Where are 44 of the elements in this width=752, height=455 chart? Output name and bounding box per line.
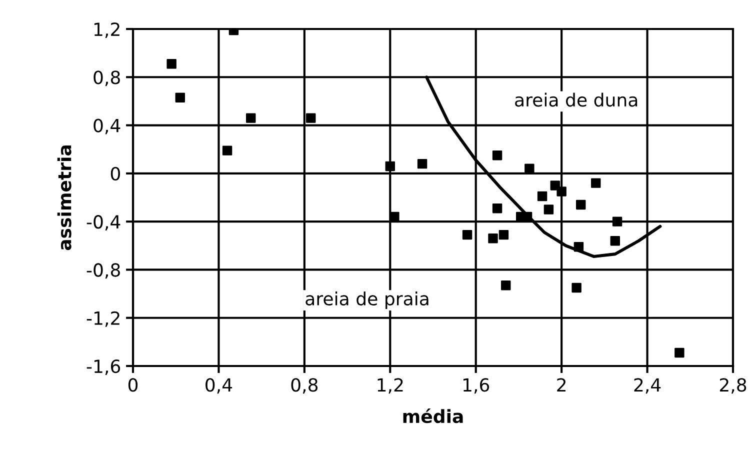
x-tick-label: 2,4 — [634, 378, 661, 394]
point — [385, 161, 396, 172]
point — [492, 150, 502, 160]
x-axis-title: média — [403, 408, 463, 424]
point — [590, 178, 601, 188]
point — [175, 92, 186, 102]
y-tick-label: -1,2 — [86, 311, 120, 327]
point — [576, 200, 586, 210]
x-tick-label: 1,6 — [463, 378, 490, 394]
point — [674, 348, 684, 358]
y-tick-label: 0 — [110, 166, 120, 181]
y-tick-label: -0,8 — [86, 263, 120, 279]
point — [612, 216, 622, 226]
point — [306, 113, 316, 123]
x-tick-label: 1,2 — [378, 378, 403, 394]
point — [550, 180, 560, 190]
point — [524, 164, 534, 174]
point — [492, 203, 502, 214]
y-tick-label: -0,4 — [86, 215, 120, 231]
point — [222, 146, 232, 156]
point — [500, 280, 511, 290]
x-tick-label: 0 — [128, 378, 138, 392]
y-tick-label: -1,6 — [86, 359, 120, 375]
point — [544, 204, 554, 214]
y-tick-label: 0,8 — [94, 70, 120, 86]
x-tick-label: 2 — [557, 378, 566, 392]
y-axis-title: assimetria — [57, 146, 72, 250]
annotation: areia de duna — [515, 92, 638, 107]
point — [417, 158, 428, 169]
point — [488, 234, 498, 244]
point — [390, 212, 400, 222]
x-tick-label: 0,4 — [206, 378, 232, 394]
point — [462, 230, 472, 240]
point — [498, 230, 509, 240]
x-tick-label: 0,8 — [291, 378, 318, 394]
point — [537, 191, 548, 202]
y-tick-label: 0,4 — [94, 118, 120, 134]
x-tick-label: 2,8 — [720, 378, 746, 394]
point — [572, 282, 582, 293]
point — [610, 236, 620, 246]
y-tick-label: 1,2 — [94, 22, 120, 38]
point — [246, 113, 256, 123]
point — [166, 59, 176, 69]
annotation: areia de praia — [306, 292, 428, 310]
